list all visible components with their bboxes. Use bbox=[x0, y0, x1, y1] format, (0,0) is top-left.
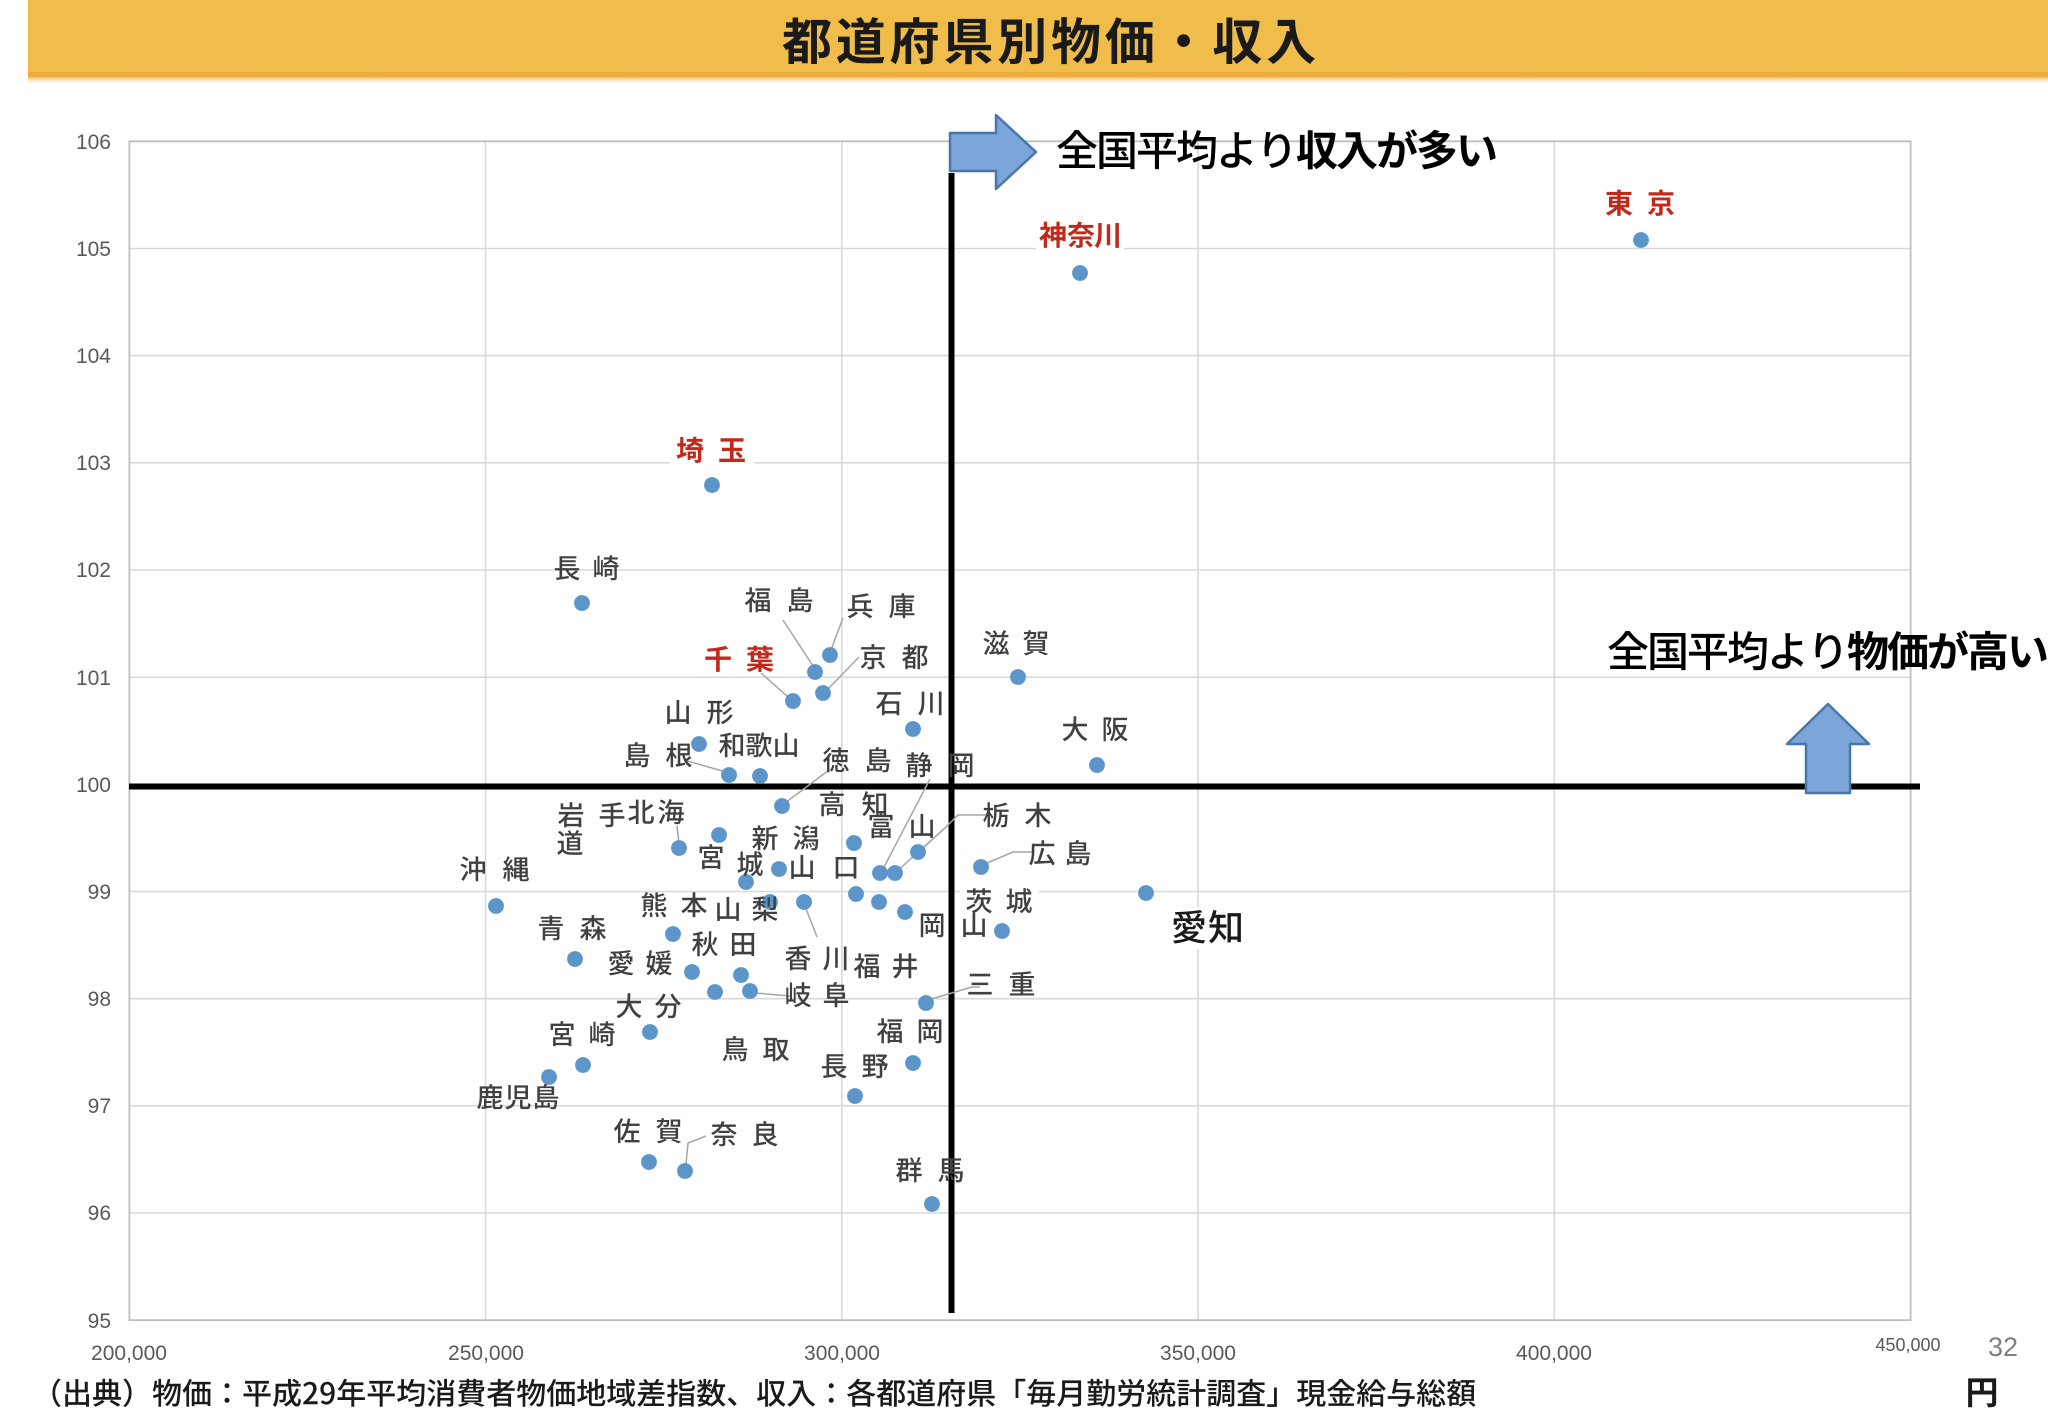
svg-text:106: 106 bbox=[76, 131, 111, 154]
svg-text:98: 98 bbox=[88, 988, 111, 1011]
svg-text:101: 101 bbox=[76, 667, 111, 690]
svg-text:450,000: 450,000 bbox=[1875, 1335, 1940, 1355]
svg-text:104: 104 bbox=[76, 345, 111, 368]
svg-text:32: 32 bbox=[1988, 1332, 2018, 1362]
svg-text:95: 95 bbox=[88, 1310, 111, 1333]
svg-text:350,000: 350,000 bbox=[1160, 1342, 1236, 1365]
svg-text:99: 99 bbox=[88, 881, 111, 904]
svg-text:250,000: 250,000 bbox=[448, 1342, 524, 1365]
svg-text:103: 103 bbox=[76, 452, 111, 475]
svg-text:97: 97 bbox=[88, 1095, 111, 1118]
svg-text:105: 105 bbox=[76, 238, 111, 261]
svg-text:96: 96 bbox=[88, 1202, 111, 1225]
svg-text:300,000: 300,000 bbox=[804, 1342, 880, 1365]
svg-text:102: 102 bbox=[76, 559, 111, 582]
svg-text:100: 100 bbox=[76, 774, 111, 797]
svg-text:400,000: 400,000 bbox=[1516, 1342, 1592, 1365]
svg-text:200,000: 200,000 bbox=[91, 1342, 167, 1365]
